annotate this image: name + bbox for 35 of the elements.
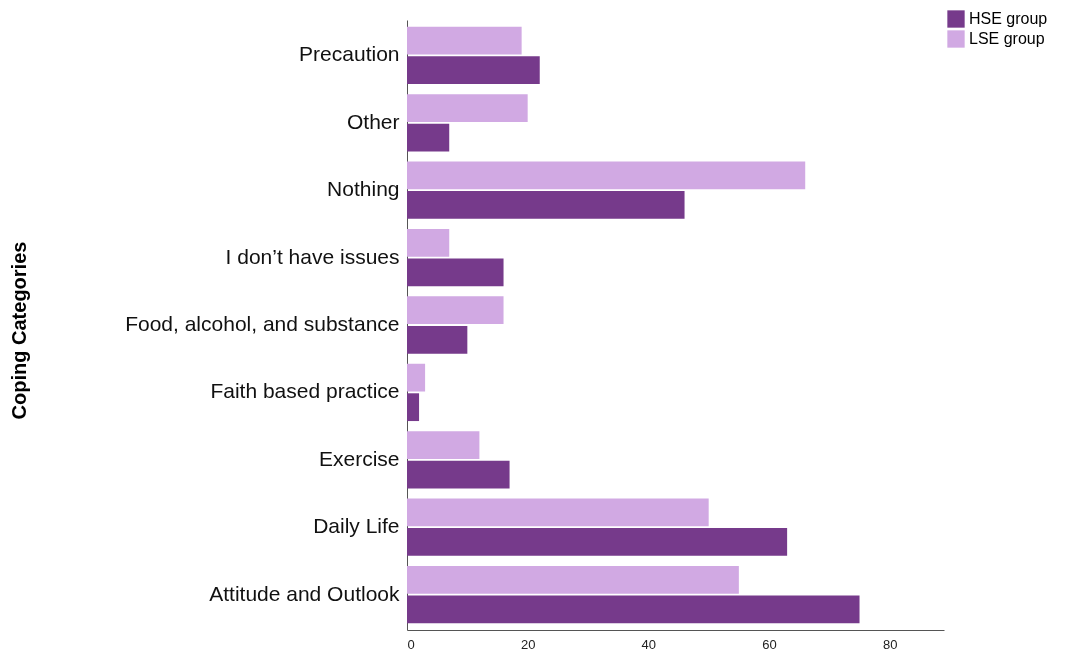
bar <box>407 325 468 354</box>
y-tick-label: Food, alcohol, and substance <box>125 312 400 335</box>
bar <box>407 498 709 527</box>
bar <box>407 191 685 219</box>
bar <box>407 123 450 152</box>
y-tick-label: Daily Life <box>313 514 400 538</box>
bar <box>407 228 450 257</box>
bar <box>407 363 426 392</box>
x-tick-label: 0 <box>407 636 415 652</box>
y-tick-label: Exercise <box>318 446 400 470</box>
y-tick-label: Attitude and Outlook <box>209 581 400 605</box>
y-tick-label: Precaution <box>299 42 400 66</box>
legend-label: HSE group <box>969 10 1048 27</box>
bar <box>407 431 480 459</box>
bar <box>407 26 522 55</box>
x-tick-label: 60 <box>762 636 777 652</box>
y-tick-label: Other <box>346 109 400 133</box>
bar <box>407 161 806 190</box>
bar <box>407 258 504 287</box>
y-axis-title: Coping Categories <box>7 241 30 420</box>
bar <box>407 460 510 489</box>
x-tick-label: 40 <box>641 636 657 652</box>
bar <box>407 393 420 422</box>
bar <box>407 528 788 556</box>
y-tick-label: I don’t have issues <box>225 244 400 268</box>
bar <box>407 56 540 85</box>
bar <box>407 595 860 624</box>
x-tick-label: 20 <box>520 636 536 652</box>
bar <box>407 296 504 325</box>
legend-label: LSE group <box>969 30 1045 47</box>
bar <box>407 94 528 122</box>
bar <box>407 565 739 594</box>
y-tick-label: Nothing <box>327 177 400 201</box>
x-tick-label: 80 <box>882 636 898 652</box>
y-tick-label: Faith based practice <box>210 379 400 403</box>
